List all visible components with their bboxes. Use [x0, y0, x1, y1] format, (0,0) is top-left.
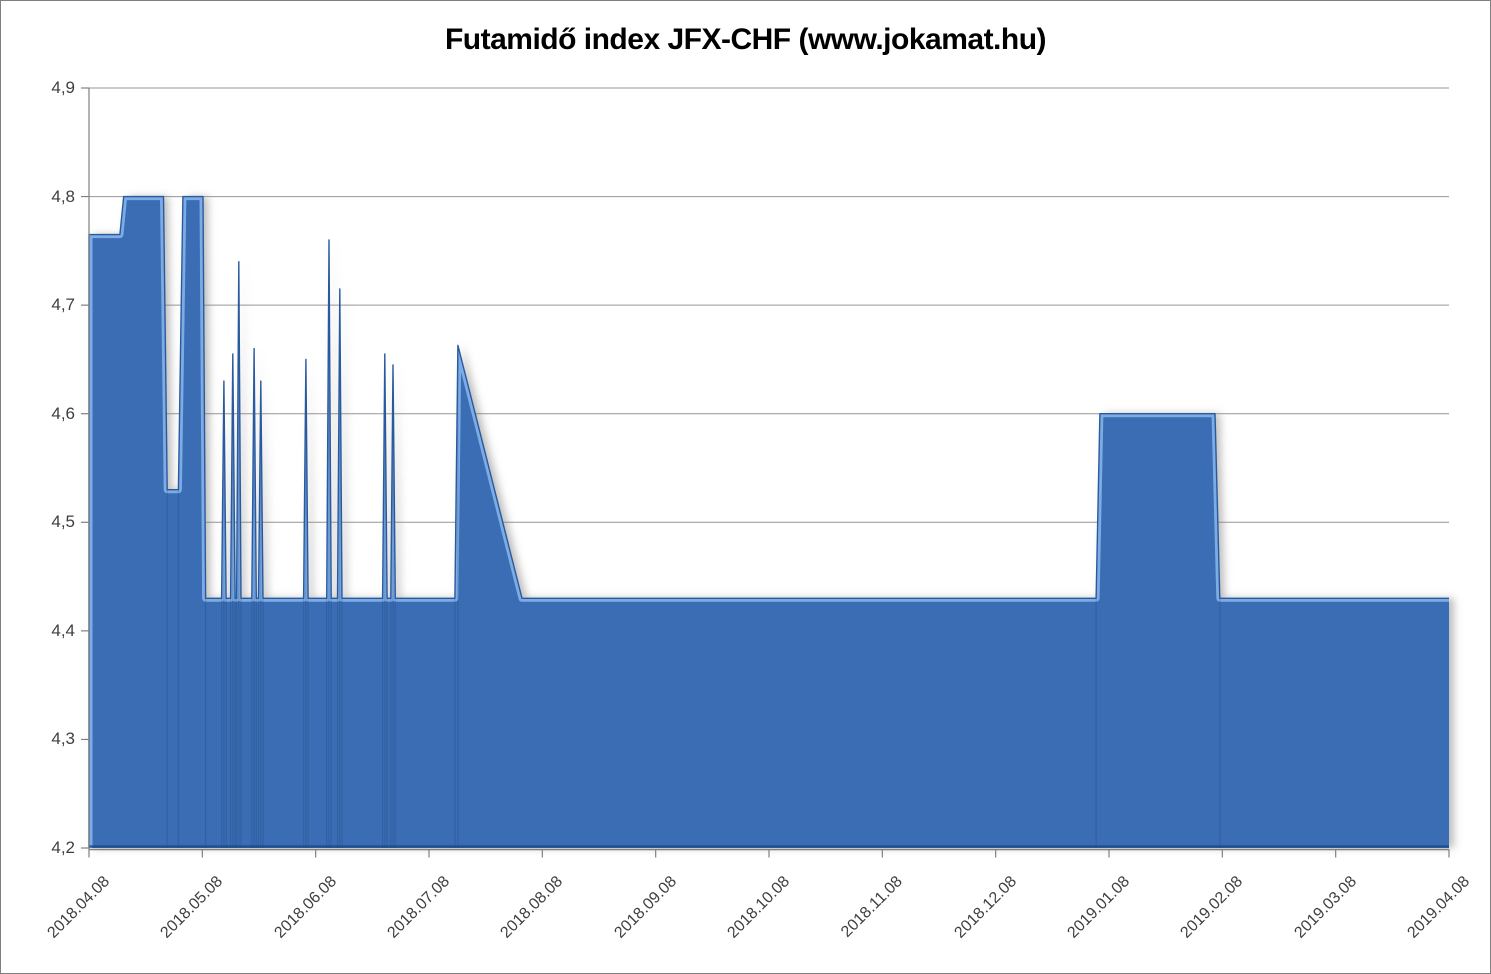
area-series — [89, 196, 1449, 849]
y-tick-label: 4,6 — [51, 403, 75, 423]
y-tick-label: 4,9 — [51, 78, 75, 97]
y-tick-label: 4,3 — [51, 729, 75, 749]
area-outline — [88, 195, 1449, 848]
y-tick-label: 4,2 — [51, 838, 75, 857]
y-tick-label: 4,8 — [51, 186, 75, 206]
y-tick-label: 4,4 — [51, 620, 75, 640]
y-tick-label: 4,7 — [51, 295, 75, 315]
chart-title: Futamidő index JFX-CHF (www.jokamat.hu) — [444, 23, 1047, 56]
y-tick-label: 4,5 — [51, 512, 75, 532]
area-series-group — [89, 196, 1449, 849]
